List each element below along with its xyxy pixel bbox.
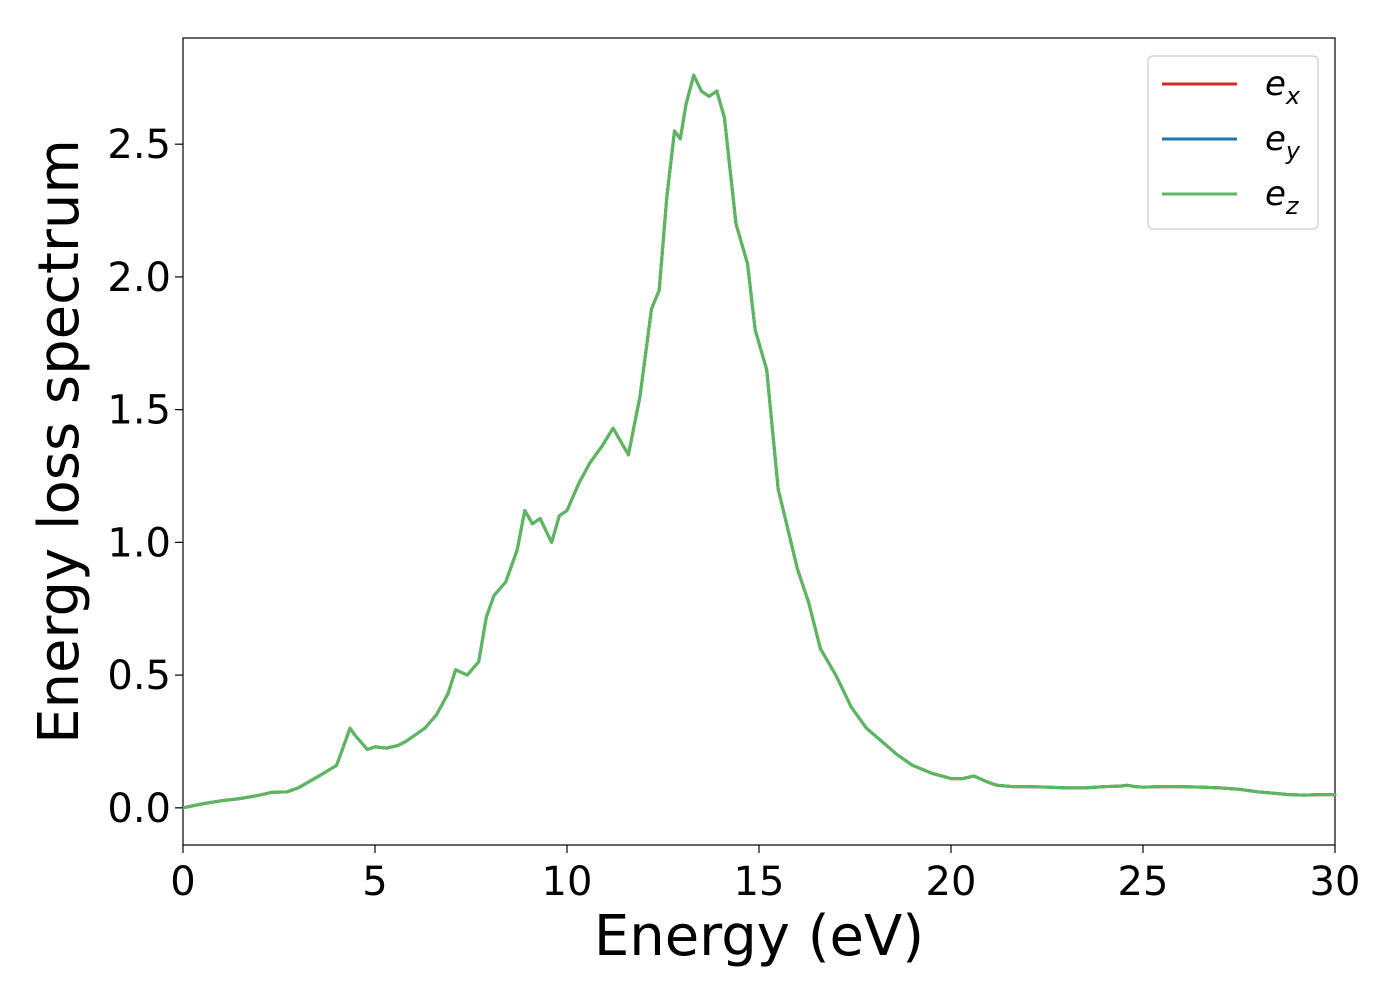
- x-axis-title: Energy (eV): [594, 904, 924, 969]
- series-lines: [181, 73, 1337, 810]
- y-tick-label: 1.0: [107, 520, 171, 566]
- x-tick-label: 25: [1118, 859, 1169, 905]
- legend-label-x: ex: [1265, 64, 1301, 110]
- y-tick-label: 2.5: [107, 122, 171, 168]
- y-tick-label: 2.0: [107, 255, 171, 301]
- x-tick-label: 20: [926, 859, 977, 905]
- y-ticks: 0.0 0.5 1.0 1.5 2.0 2.5: [107, 122, 183, 832]
- x-tick-label: 30: [1310, 859, 1361, 905]
- legend-box: [1147, 55, 1319, 230]
- y-tick-label: 1.5: [107, 388, 171, 434]
- legend-label-z: ez: [1265, 174, 1300, 220]
- x-tick-label: 0: [170, 859, 195, 905]
- plot-area: [182, 37, 1336, 846]
- x-ticks: 0 5 10 15 20 25 30: [170, 845, 1360, 905]
- y-tick-label: 0.5: [107, 653, 171, 699]
- y-tick-label: 0.0: [107, 786, 171, 832]
- series-line-z: [181, 73, 1337, 810]
- legend: ex ey ez: [1147, 55, 1319, 230]
- legend-label-y: ey: [1265, 119, 1301, 165]
- x-tick-label: 15: [734, 859, 785, 905]
- x-tick-label: 5: [362, 859, 387, 905]
- x-tick-label: 10: [542, 859, 593, 905]
- y-axis-title: Energy loss spectrum: [27, 139, 92, 744]
